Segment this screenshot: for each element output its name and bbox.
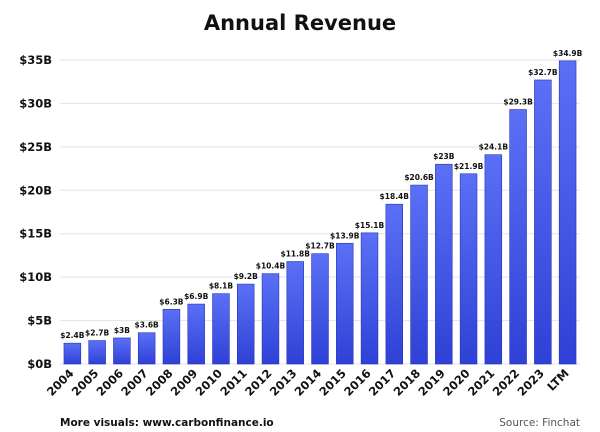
x-tick-label: 2019 <box>415 366 448 399</box>
x-tick-label: 2011 <box>217 366 250 399</box>
bar <box>162 308 181 365</box>
y-tick-label: $5B <box>27 314 52 328</box>
x-tick-label: 2004 <box>44 366 77 399</box>
bar <box>236 283 255 365</box>
data-label: $11.8B <box>281 250 311 259</box>
bar <box>484 154 503 365</box>
data-label: $32.7B <box>528 68 558 77</box>
y-tick-label: $0B <box>27 357 52 371</box>
x-tick-label: 2015 <box>316 366 349 399</box>
bar <box>558 60 577 365</box>
y-tick-label: $35B <box>19 53 52 67</box>
data-label: $13.9B <box>330 231 360 240</box>
x-tick-label: 2020 <box>440 366 473 399</box>
x-tick-label: 2009 <box>168 366 201 399</box>
x-tick-label: LTM <box>544 366 571 393</box>
bar <box>137 332 156 365</box>
y-tick-label: $20B <box>19 183 52 197</box>
bar <box>509 109 527 365</box>
x-tick-label: 2005 <box>69 366 102 399</box>
bar <box>187 303 205 365</box>
data-label: $3.6B <box>135 321 160 330</box>
data-label: $2.4B <box>60 331 85 340</box>
data-label: $10.4B <box>256 262 286 271</box>
data-label: $18.4B <box>380 192 410 201</box>
data-label: $8.1B <box>209 282 234 291</box>
x-tick-label: 2018 <box>391 366 424 399</box>
bar <box>311 253 329 365</box>
x-tick-label: 2006 <box>93 366 126 399</box>
data-label: $34.9B <box>553 49 583 58</box>
bar <box>212 293 230 365</box>
data-label: $2.7B <box>85 329 110 338</box>
x-tick-label: 2021 <box>465 366 498 399</box>
data-label: $6.9B <box>184 292 209 301</box>
bar <box>286 261 304 365</box>
data-label: $23B <box>433 152 455 161</box>
chart-title: Annual Revenue <box>204 11 396 35</box>
bar <box>336 242 354 365</box>
x-tick-label: 2007 <box>118 366 151 399</box>
data-labels: $2.4B $2.7B $3B$3.6B$6.3B$6.9B$8.1B$9.2B$1… <box>60 49 582 340</box>
bar <box>88 340 106 365</box>
data-label: $29.3B <box>503 98 533 107</box>
y-tick-label: $30B <box>19 96 52 110</box>
x-tick-label: 2023 <box>514 366 547 399</box>
data-label: $3B <box>114 326 130 335</box>
x-tick-label: 2012 <box>242 366 275 399</box>
x-tick-label: 2008 <box>143 366 176 399</box>
bars <box>63 60 577 365</box>
bar <box>113 337 131 365</box>
data-label: $9.2B <box>234 272 259 281</box>
bar <box>410 184 428 365</box>
x-tick-label: 2016 <box>341 366 374 399</box>
footer-source: Source: Finchat <box>499 417 580 429</box>
bar <box>360 232 379 365</box>
footer-credit: More visuals: www.carbonfinance.io <box>60 417 274 429</box>
x-tick-label: 2017 <box>366 366 399 399</box>
bar <box>261 273 280 365</box>
data-label: $24.1B <box>479 143 509 152</box>
x-tick-label: 2022 <box>490 366 523 399</box>
y-axis-ticks: $0B $5B $10B $15B $20B $25B $30B $35B <box>19 53 52 371</box>
bar <box>385 203 404 365</box>
x-tick-label: 2013 <box>267 366 300 399</box>
data-label: $6.3B <box>159 297 184 306</box>
bar <box>435 163 453 365</box>
y-tick-label: $25B <box>19 140 52 154</box>
x-tick-label: 2014 <box>292 366 325 399</box>
x-axis-ticks: 2004200520062007200820092010201120122013… <box>44 366 572 399</box>
y-tick-label: $10B <box>19 270 52 284</box>
x-tick-label: 2010 <box>193 366 226 399</box>
bar <box>459 173 478 365</box>
bar <box>63 342 82 365</box>
data-label: $12.7B <box>305 242 335 251</box>
data-label: $15.1B <box>355 221 385 230</box>
bar <box>534 79 552 365</box>
data-label: $20.6B <box>404 173 434 182</box>
data-label: $21.9B <box>454 162 484 171</box>
y-tick-label: $15B <box>19 227 52 241</box>
